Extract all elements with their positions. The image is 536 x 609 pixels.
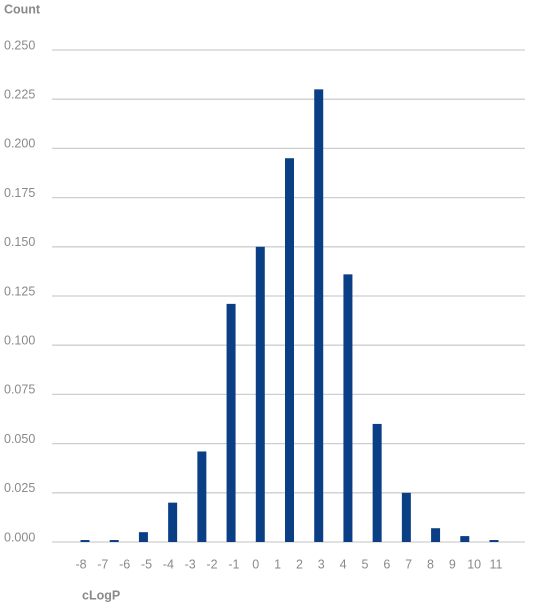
x-tick-label: -2 (206, 557, 217, 571)
bar (314, 89, 324, 543)
x-tick-label: -1 (228, 557, 239, 571)
x-tick-label: -6 (119, 557, 130, 571)
x-tick-label: 8 (427, 557, 434, 571)
x-tick-label: -8 (75, 557, 86, 571)
x-tick-label: 5 (361, 557, 368, 571)
bar (80, 540, 90, 542)
bar (197, 451, 207, 542)
y-tick-label: 0.250 (4, 38, 35, 52)
y-axis-title: Count (4, 2, 41, 16)
bar (226, 303, 236, 542)
x-tick-label: 9 (449, 557, 456, 571)
x-tick-label: 10 (467, 557, 481, 571)
x-tick-label: 6 (383, 557, 390, 571)
x-tick-label: 7 (405, 557, 412, 571)
y-tick-label: 0.075 (4, 383, 35, 397)
y-tick-label: 0.025 (4, 481, 35, 495)
bar (489, 540, 499, 542)
x-tick-label: -7 (97, 557, 108, 571)
y-tick-label: 0.200 (4, 137, 35, 151)
x-axis-title: cLogP (82, 588, 120, 602)
x-tick-label: 2 (296, 557, 303, 571)
y-tick-label: 0.100 (4, 333, 35, 347)
x-tick-label: -4 (163, 557, 174, 571)
bar (343, 274, 353, 542)
bar (168, 502, 178, 542)
bar (255, 246, 265, 543)
x-tick-label: 4 (340, 557, 347, 571)
x-tick-label: 3 (318, 557, 325, 571)
y-tick-label: 0.225 (4, 87, 35, 101)
bar (401, 492, 411, 542)
bar (372, 423, 382, 542)
y-tick-label: 0.125 (4, 284, 35, 298)
bar (431, 528, 441, 542)
x-tick-label: 0 (252, 557, 259, 571)
y-tick-label: 0.050 (4, 432, 35, 446)
bar (109, 540, 119, 542)
x-tick-label: -3 (185, 557, 196, 571)
y-tick-label: 0.175 (4, 186, 35, 200)
x-tick-label: -5 (141, 557, 152, 571)
bar (285, 158, 294, 543)
y-tick-label: 0.000 (4, 530, 35, 544)
x-tick-label: 1 (274, 557, 281, 571)
bar (138, 532, 148, 542)
x-tick-label: 11 (490, 557, 503, 571)
y-tick-label: 0.150 (4, 235, 35, 249)
bar (460, 536, 470, 542)
